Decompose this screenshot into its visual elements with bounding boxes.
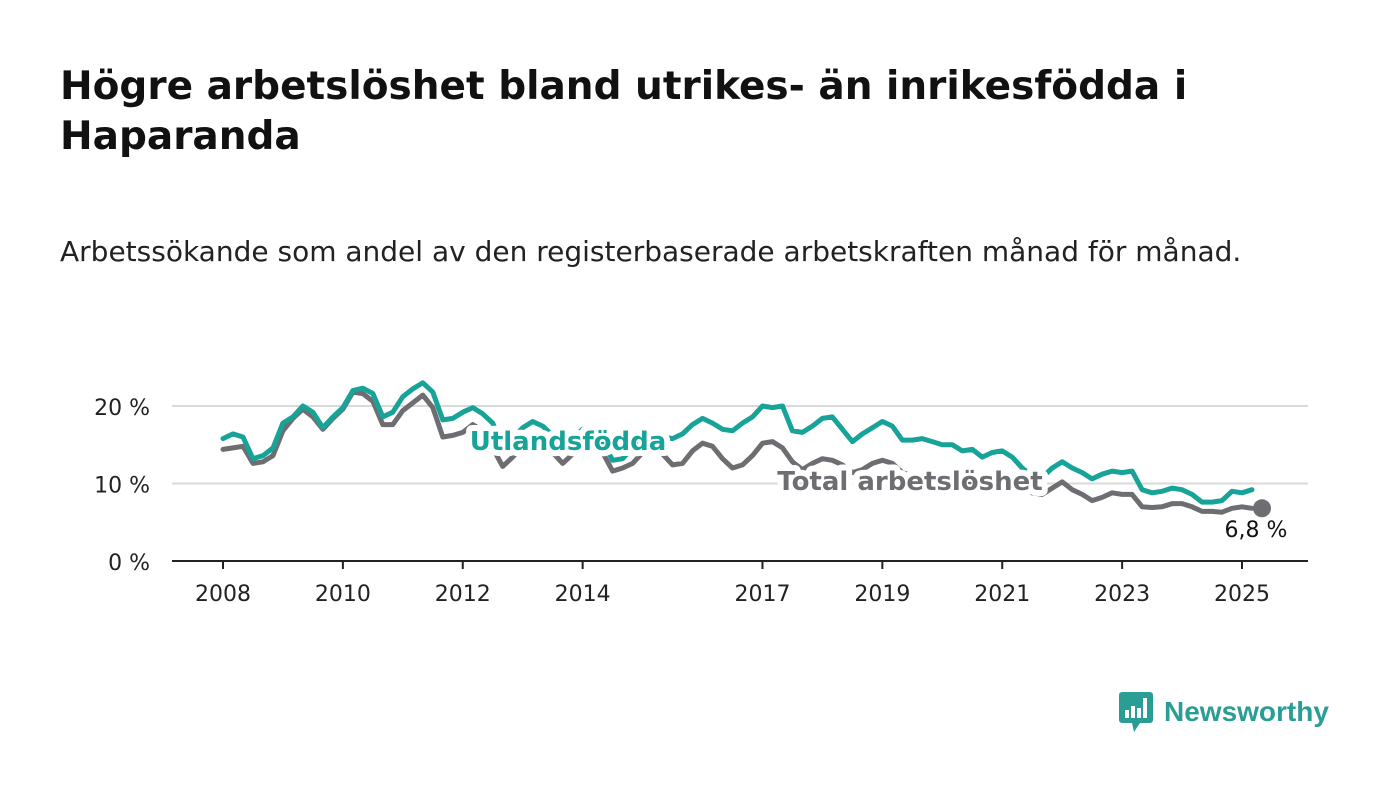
x-tick-label: 2025: [1214, 582, 1270, 607]
chart-title: Högre arbetslöshet bland utrikes- än inr…: [60, 64, 1188, 159]
x-tick-label: 2010: [315, 582, 371, 607]
series-line-utlandsfodda: [220, 380, 1255, 505]
series-labels: Utlandsfödda Total arbetslöshet 6,8 %: [464, 421, 1291, 546]
x-tick-label: 2017: [734, 582, 790, 607]
x-tick-label: 2021: [974, 582, 1030, 607]
y-tick-label: 0 %: [108, 551, 150, 576]
x-tick-label: 2008: [195, 582, 251, 607]
series-lines: [220, 380, 1271, 518]
x-tick-label: 2019: [854, 582, 910, 607]
series-label-total: Total arbetslöshet: [777, 467, 1042, 497]
y-tick-label: 20 %: [94, 396, 150, 421]
gridlines: [172, 405, 1308, 562]
x-axis-ticks: 2008 2010 2012 2014 2017 2019 2021 2023 2025: [195, 561, 1270, 607]
chart-subtitle: Arbetssökande som andel av den registerb…: [60, 235, 1242, 268]
y-tick-label: 10 %: [94, 474, 150, 499]
x-tick-label: 2012: [435, 582, 491, 607]
brand: Newsworthy: [1118, 690, 1329, 734]
series-label-utlandsfodda: Utlandsfödda: [470, 427, 667, 457]
series-line-total: [220, 389, 1255, 515]
y-axis-ticks: 0 % 10 % 20 %: [94, 396, 150, 576]
end-point-marker: [1252, 499, 1271, 518]
newsworthy-logo-icon: [1119, 692, 1153, 732]
x-tick-label: 2014: [555, 582, 611, 607]
x-tick-label: 2023: [1094, 582, 1150, 607]
end-value-label: 6,8 %: [1225, 518, 1288, 543]
brand-name: Newsworthy: [1164, 696, 1329, 727]
